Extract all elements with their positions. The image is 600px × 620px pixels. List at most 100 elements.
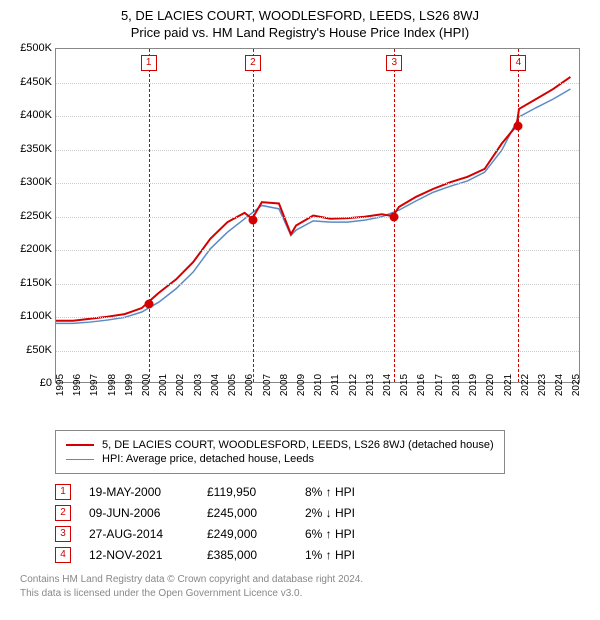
x-axis-label: 2006 xyxy=(244,374,255,396)
x-axis-label: 2019 xyxy=(468,374,479,396)
marker-badge: 4 xyxy=(510,55,526,71)
x-axis-label: 2010 xyxy=(313,374,324,396)
footer-line1: Contains HM Land Registry data © Crown c… xyxy=(20,573,590,587)
table-row: 3 27-AUG-2014 £249,000 6% ↑ HPI xyxy=(55,526,590,542)
x-axis-label: 2024 xyxy=(554,374,565,396)
gridline xyxy=(56,250,579,251)
row-badge: 3 xyxy=(55,526,71,542)
legend-swatch xyxy=(66,444,94,446)
marker-dot xyxy=(390,213,399,222)
y-axis-label: £150K xyxy=(20,277,52,289)
y-axis-label: £50K xyxy=(26,344,52,356)
x-axis-label: 1999 xyxy=(124,374,135,396)
chart-lines xyxy=(56,49,579,382)
gridline xyxy=(56,317,579,318)
x-axis-label: 1997 xyxy=(89,374,100,396)
row-date: 12-NOV-2021 xyxy=(89,548,189,562)
x-axis-label: 2005 xyxy=(227,374,238,396)
row-diff: 1% ↑ HPI xyxy=(305,548,385,562)
gridline xyxy=(56,183,579,184)
legend-row: 5, DE LACIES COURT, WOODLESFORD, LEEDS, … xyxy=(66,439,494,451)
table-row: 2 09-JUN-2006 £245,000 2% ↓ HPI xyxy=(55,505,590,521)
row-price: £119,950 xyxy=(207,485,287,499)
y-axis-label: £0 xyxy=(40,377,52,389)
row-date: 09-JUN-2006 xyxy=(89,506,189,520)
gridline xyxy=(56,83,579,84)
x-axis: 1995199619971998199920002001200220032004… xyxy=(55,383,580,418)
x-axis-label: 2021 xyxy=(503,374,514,396)
x-axis-label: 2016 xyxy=(416,374,427,396)
row-date: 19-MAY-2000 xyxy=(89,485,189,499)
marker-badge: 2 xyxy=(245,55,261,71)
legend-row: HPI: Average price, detached house, Leed… xyxy=(66,453,494,465)
x-axis-label: 2020 xyxy=(485,374,496,396)
marker-line xyxy=(518,49,519,382)
x-axis-label: 2002 xyxy=(175,374,186,396)
transaction-table: 1 19-MAY-2000 £119,950 8% ↑ HPI 2 09-JUN-2006… xyxy=(55,484,590,563)
y-axis: £0£50K£100K£150K£200K£250K£300K£350K£400… xyxy=(10,48,55,383)
footer: Contains HM Land Registry data © Crown c… xyxy=(20,573,590,601)
x-axis-label: 2014 xyxy=(382,374,393,396)
table-row: 4 12-NOV-2021 £385,000 1% ↑ HPI xyxy=(55,547,590,563)
gridline xyxy=(56,116,579,117)
row-date: 27-AUG-2014 xyxy=(89,527,189,541)
y-axis-label: £300K xyxy=(20,176,52,188)
marker-dot xyxy=(144,299,153,308)
series-hpi xyxy=(56,89,570,323)
x-axis-label: 2022 xyxy=(520,374,531,396)
chart-container: 5, DE LACIES COURT, WOODLESFORD, LEEDS, … xyxy=(0,0,600,609)
x-axis-label: 2004 xyxy=(210,374,221,396)
legend-label: HPI: Average price, detached house, Leed… xyxy=(102,453,314,465)
y-axis-label: £100K xyxy=(20,310,52,322)
x-axis-label: 2003 xyxy=(193,374,204,396)
gridline xyxy=(56,284,579,285)
row-badge: 1 xyxy=(55,484,71,500)
x-axis-label: 2001 xyxy=(158,374,169,396)
row-price: £249,000 xyxy=(207,527,287,541)
y-axis-label: £400K xyxy=(20,109,52,121)
x-axis-label: 2013 xyxy=(365,374,376,396)
x-axis-label: 1995 xyxy=(55,374,66,396)
x-axis-label: 2007 xyxy=(262,374,273,396)
y-axis-label: £350K xyxy=(20,143,52,155)
plot-area: 1 2 3 4 xyxy=(55,48,580,383)
marker-dot xyxy=(514,122,523,131)
gridline xyxy=(56,150,579,151)
row-diff: 2% ↓ HPI xyxy=(305,506,385,520)
gridline xyxy=(56,217,579,218)
marker-line xyxy=(149,49,150,382)
footer-line2: This data is licensed under the Open Gov… xyxy=(20,587,590,601)
x-axis-label: 2015 xyxy=(399,374,410,396)
x-axis-label: 2012 xyxy=(348,374,359,396)
x-axis-label: 2017 xyxy=(434,374,445,396)
x-axis-label: 2023 xyxy=(537,374,548,396)
x-axis-label: 1998 xyxy=(107,374,118,396)
legend: 5, DE LACIES COURT, WOODLESFORD, LEEDS, … xyxy=(55,430,505,474)
y-axis-label: £250K xyxy=(20,210,52,222)
table-row: 1 19-MAY-2000 £119,950 8% ↑ HPI xyxy=(55,484,590,500)
x-axis-label: 2018 xyxy=(451,374,462,396)
chart-subtitle: Price paid vs. HM Land Registry's House … xyxy=(10,25,590,40)
x-axis-label: 2009 xyxy=(296,374,307,396)
marker-dot xyxy=(248,215,257,224)
x-axis-label: 2011 xyxy=(330,374,341,396)
legend-label: 5, DE LACIES COURT, WOODLESFORD, LEEDS, … xyxy=(102,439,494,451)
row-badge: 2 xyxy=(55,505,71,521)
y-axis-label: £500K xyxy=(20,42,52,54)
x-axis-label: 2025 xyxy=(571,374,582,396)
row-price: £385,000 xyxy=(207,548,287,562)
chart-title: 5, DE LACIES COURT, WOODLESFORD, LEEDS, … xyxy=(10,8,590,23)
x-axis-label: 2008 xyxy=(279,374,290,396)
y-axis-label: £200K xyxy=(20,243,52,255)
marker-badge: 3 xyxy=(386,55,402,71)
row-diff: 6% ↑ HPI xyxy=(305,527,385,541)
row-price: £245,000 xyxy=(207,506,287,520)
row-badge: 4 xyxy=(55,547,71,563)
y-axis-label: £450K xyxy=(20,76,52,88)
chart-area: £0 £50K £100K £150K £200K £250K £300K £350K £400… xyxy=(10,48,590,418)
x-axis-label: 1996 xyxy=(72,374,83,396)
row-diff: 8% ↑ HPI xyxy=(305,485,385,499)
legend-swatch xyxy=(66,459,94,460)
marker-badge: 1 xyxy=(141,55,157,71)
gridline xyxy=(56,351,579,352)
